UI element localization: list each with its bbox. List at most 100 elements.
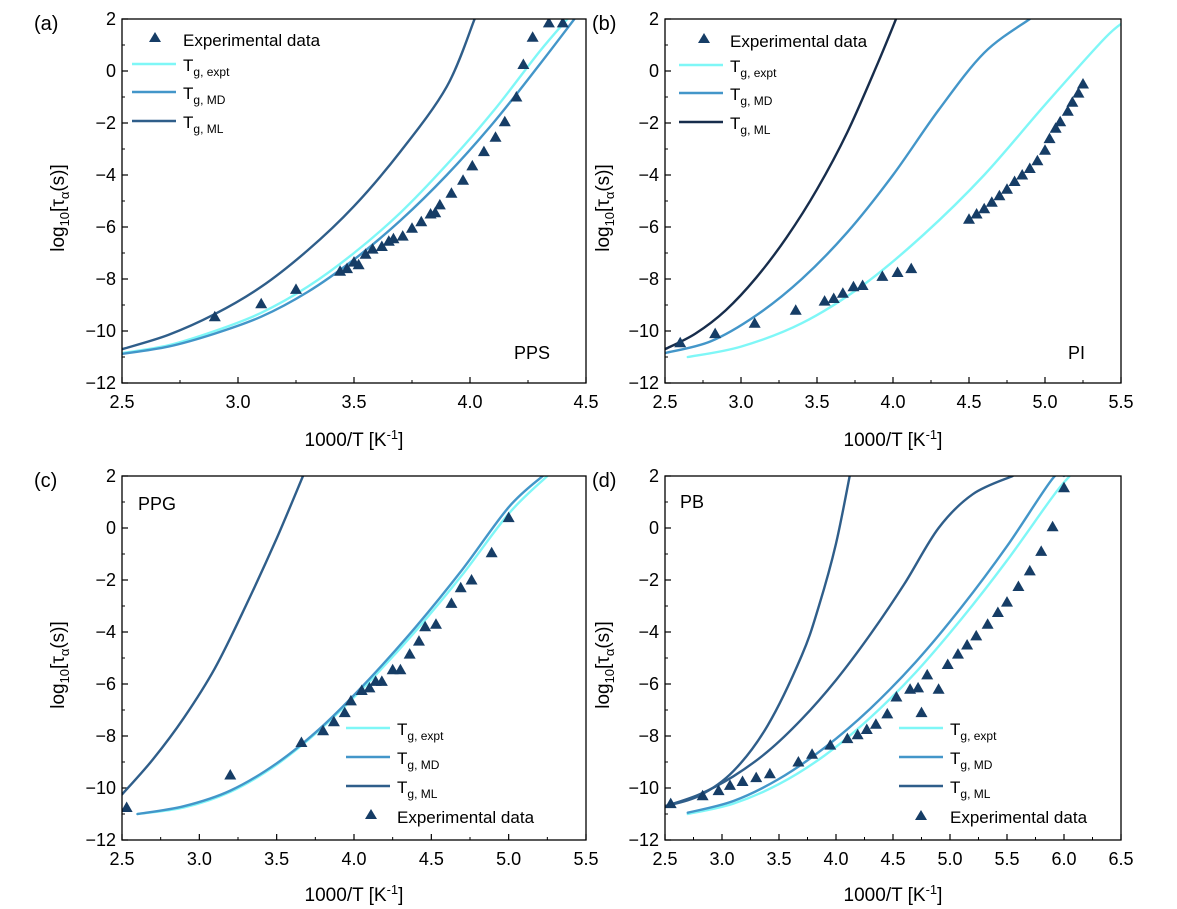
data-point xyxy=(375,240,388,251)
tick-marks xyxy=(121,475,587,841)
y-tick-label: −6 xyxy=(638,674,659,694)
data-point xyxy=(526,31,539,42)
data-point xyxy=(993,189,1006,201)
data-point xyxy=(1058,481,1070,493)
x-tick-label: 3.5 xyxy=(341,392,366,412)
series-line-t-g-expt xyxy=(136,476,549,816)
data-point xyxy=(1008,175,1021,186)
svg-text:1000/T [K-1]: 1000/T [K-1] xyxy=(844,427,943,451)
series-line-t-g-ml xyxy=(665,19,898,351)
data-point xyxy=(961,639,974,650)
data-point xyxy=(665,797,677,809)
data-point xyxy=(290,283,302,294)
series-line-t-g-md xyxy=(686,476,1066,814)
data-point xyxy=(433,198,446,210)
data-point xyxy=(295,736,308,747)
legend-ml-label: Tg, ML xyxy=(183,113,224,136)
x-tick-label: 6.5 xyxy=(1108,849,1133,869)
data-point xyxy=(827,292,840,303)
series-line-t-g-md xyxy=(136,476,544,816)
panel-a: (a) log10[τα(s)] 1000/T [K-1] 2.5 3.0 3.5 4… xyxy=(34,9,599,451)
x-tick-label: 5.0 xyxy=(496,849,521,869)
x-tick-label: 3.0 xyxy=(709,849,734,869)
data-point xyxy=(876,270,889,281)
data-point xyxy=(674,336,687,348)
data-point xyxy=(1072,87,1085,98)
data-point xyxy=(818,295,831,306)
legend-marker xyxy=(149,32,161,42)
data-markers xyxy=(674,78,1089,348)
x-tick-label: 2.5 xyxy=(652,849,677,869)
x-tick-label: 3.5 xyxy=(264,849,289,869)
legend: Experimental data Tg, expt Tg, MD Tg, ML xyxy=(132,31,321,136)
data-point xyxy=(763,767,776,779)
legend-md-label: Tg, MD xyxy=(730,85,773,108)
sample-label: PB xyxy=(680,492,704,512)
data-point xyxy=(208,310,221,322)
legend-ml-label: Tg, ML xyxy=(950,778,991,801)
y-tick-label: −12 xyxy=(85,830,116,850)
data-point xyxy=(1061,105,1074,116)
data-point xyxy=(991,606,1004,617)
data-point xyxy=(1023,564,1036,576)
data-point xyxy=(905,262,918,274)
x-tick-label: 5.5 xyxy=(994,849,1019,869)
x-tick-label: 4.5 xyxy=(419,849,444,869)
data-point xyxy=(1001,596,1013,607)
data-point xyxy=(1043,132,1056,144)
data-point xyxy=(891,266,904,277)
series-line-t-g-expt xyxy=(686,476,1071,816)
series-line-t-g-expt xyxy=(122,19,569,355)
x-tick-labels: 2.5 3.0 3.5 4.0 4.5 xyxy=(109,392,598,412)
data-point xyxy=(255,297,268,309)
data-point xyxy=(1046,520,1059,532)
x-tick-labels: 2.5 3.0 3.5 4.0 4.5 5.0 5.5 xyxy=(652,392,1133,412)
y-tick-label: 2 xyxy=(106,466,116,486)
x-tick-label: 4.0 xyxy=(457,392,482,412)
data-point xyxy=(951,648,964,659)
data-point xyxy=(1049,122,1062,133)
x-tick-label: 3.0 xyxy=(225,392,250,412)
y-tick-label: 0 xyxy=(649,61,659,81)
data-point xyxy=(985,196,998,207)
svg-text:log10[τα(s)]: log10[τα(s)] xyxy=(593,164,617,252)
data-point xyxy=(341,262,354,274)
svg-text:log10[τα(s)]: log10[τα(s)] xyxy=(593,621,617,709)
legend: Tg, expt Tg, MD Tg, ML Experimental data xyxy=(899,720,1088,827)
data-point xyxy=(970,208,983,219)
y-tick-label: −2 xyxy=(638,113,659,133)
data-point xyxy=(806,748,819,759)
y-axis-title: log10[τα(s)] xyxy=(48,164,72,252)
y-axis-title: log10[τα(s)] xyxy=(48,621,72,709)
data-point xyxy=(338,706,351,718)
data-point xyxy=(970,629,983,641)
series-line-t-g-md xyxy=(665,19,1031,355)
data-point xyxy=(1039,144,1051,155)
y-tick-label: 2 xyxy=(649,9,659,29)
sample-label: PPG xyxy=(138,494,176,514)
legend-scatter-label: Experimental data xyxy=(730,32,868,51)
svg-text:1000/T [K-1]: 1000/T [K-1] xyxy=(305,882,404,906)
data-point xyxy=(941,658,954,669)
panel-label: (a) xyxy=(34,13,58,35)
data-point xyxy=(1023,162,1036,173)
y-tick-labels: −12 −10 −8 −6 −4 −2 0 2 xyxy=(85,9,116,393)
legend-md-label: Tg, MD xyxy=(397,749,440,772)
plot-frame xyxy=(664,18,1122,384)
plot-frame xyxy=(121,18,587,384)
x-axis-title: 1000/T [K-1] xyxy=(844,427,943,451)
series-line-t-g-expt xyxy=(686,22,1121,359)
plot-frame xyxy=(664,475,1122,841)
data-point xyxy=(869,718,882,729)
series-lines xyxy=(665,476,1071,816)
data-point xyxy=(465,574,478,585)
y-tick-label: −4 xyxy=(95,622,116,642)
x-axis-title: 1000/T [K-1] xyxy=(305,882,404,906)
x-tick-label: 4.5 xyxy=(573,392,598,412)
x-tick-label: 3.0 xyxy=(187,849,212,869)
x-tick-label: 2.5 xyxy=(652,392,677,412)
data-point xyxy=(419,620,432,632)
data-point xyxy=(932,683,945,694)
data-point xyxy=(224,769,237,780)
y-tick-label: 0 xyxy=(106,518,116,538)
